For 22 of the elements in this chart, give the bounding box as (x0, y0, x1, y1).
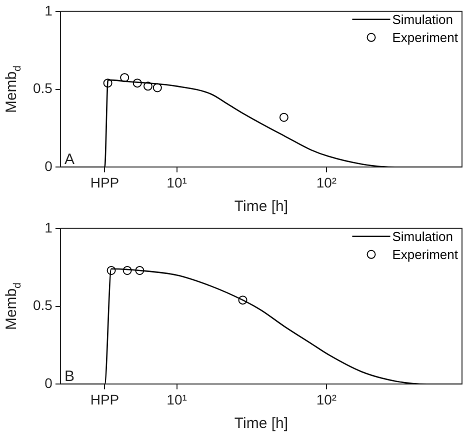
x-tick-label: 10² (316, 174, 337, 190)
y-tick-label: 0.5 (32, 80, 53, 96)
y-axis-title: Membd (3, 65, 24, 114)
y-axis-title: Membd (3, 282, 24, 330)
x-tick-label: 10¹ (166, 391, 188, 408)
y-tick-label: 0 (44, 375, 53, 392)
legend-label: Experiment (392, 246, 458, 262)
legend-label: Experiment (392, 30, 458, 45)
legend-label: Simulation (392, 228, 453, 244)
x-tick-label: 10¹ (166, 174, 188, 190)
legend-label: Simulation (392, 12, 453, 27)
x-tick-label: HPP (90, 174, 120, 190)
x-tick-label: HPP (90, 391, 120, 408)
x-axis-title: Time [h] (234, 415, 288, 432)
y-tick-label: 1 (44, 2, 53, 18)
annotation: B (64, 368, 74, 386)
x-tick-label: 10² (316, 391, 337, 408)
annotation: A (64, 151, 74, 168)
y-tick-label: 1 (44, 219, 53, 236)
x-axis-title: Time [h] (234, 198, 288, 215)
y-tick-label: 0 (44, 158, 53, 174)
y-tick-label: 0.5 (32, 297, 53, 314)
